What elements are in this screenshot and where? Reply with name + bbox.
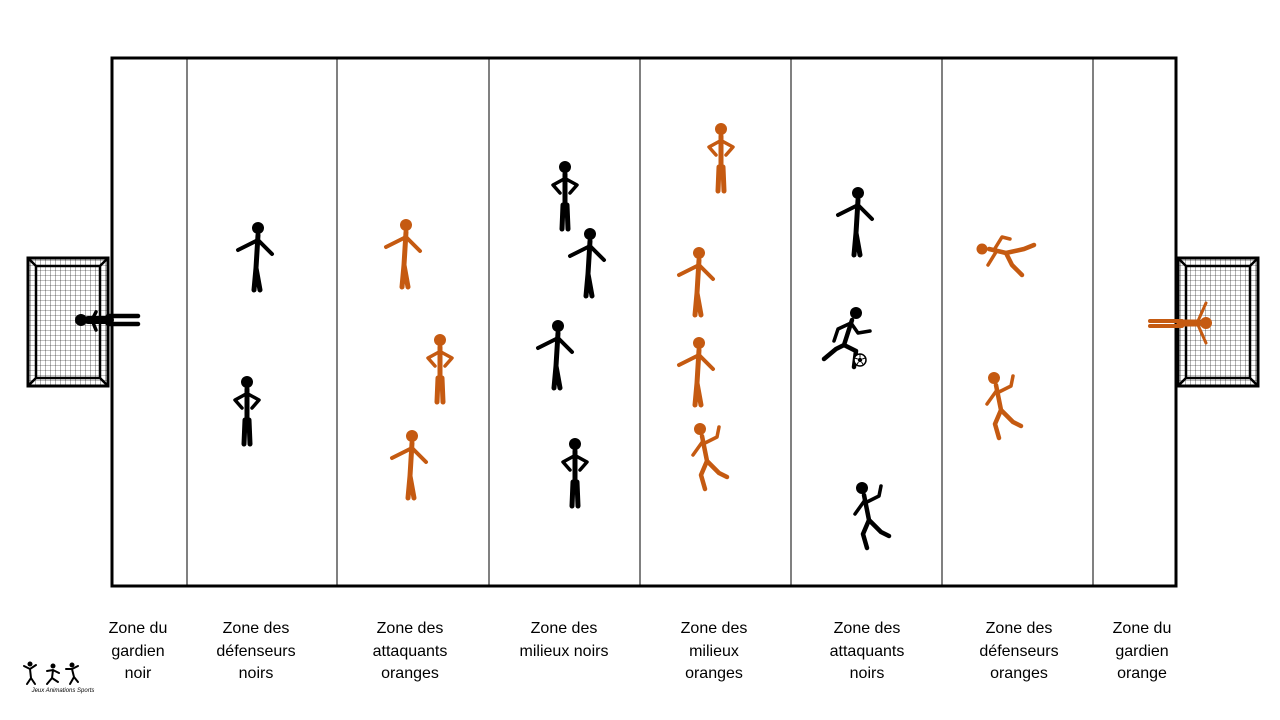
zone-label-black-midfielders: Zone des milieux noirs [519,620,609,660]
black-midfielder [538,320,572,388]
black-midfielder [563,438,587,506]
zone-label-orange-defenders: Zone des défenseurs oranges [979,620,1059,682]
black-attacker [838,187,872,255]
jeux-animations-sports-logo: Jeux Animations Sports [20,660,98,700]
black-midfielder [553,161,577,229]
orange-goalkeeper [1148,301,1212,345]
orange-midfielder [709,123,733,191]
field-boundary [110,56,1178,588]
orange-midfielder [679,247,713,315]
orange-attacker [386,219,420,287]
zone-label-black-attackers: Zone des attaquants noirs [829,620,905,682]
orange-attacker [392,430,426,498]
logo-caption: Jeux Animations Sports [31,688,95,694]
three-athletes-icon [23,661,79,685]
zone-label-black-defenders: Zone des défenseurs noirs [216,620,296,682]
zone-label-black-goalkeeper: Zone du gardien noir [108,620,168,682]
black-attacker [855,482,889,548]
orange-midfielder [693,423,727,489]
black-midfielder [570,228,604,296]
orange-defender [987,372,1021,438]
orange-attacker [428,334,452,402]
orange-midfielder [679,337,713,405]
zone-label-orange-goalkeeper: Zone du gardien orange [1112,620,1172,682]
orange-defender-sliding [977,237,1035,275]
black-defender [235,376,259,444]
black-defender [238,222,272,290]
black-goalkeeper [75,310,141,332]
zone-label-orange-midfielders: Zone des milieux oranges [680,620,748,682]
zone-dividers [186,58,1094,586]
zone-label-orange-attackers: Zone des attaquants oranges [372,620,448,682]
soccer-ball-icon [853,353,867,367]
